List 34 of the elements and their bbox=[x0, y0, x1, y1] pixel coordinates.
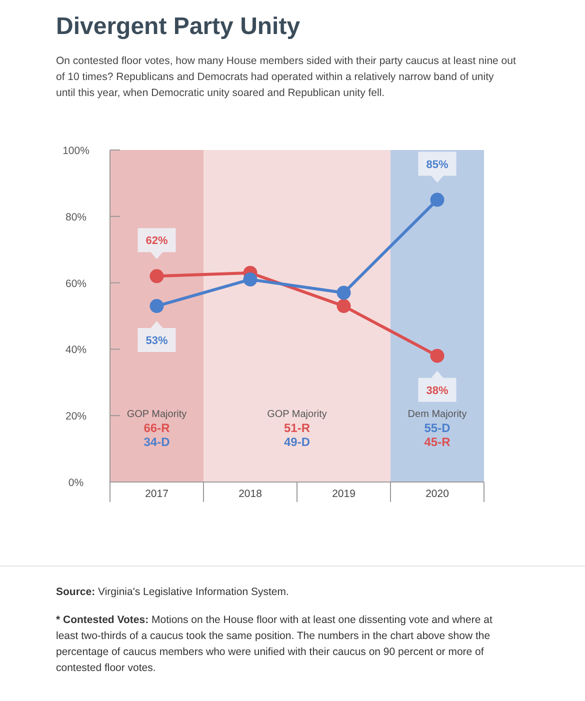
annotation: 45-R bbox=[424, 434, 451, 449]
chart-title: Divergent Party Unity bbox=[56, 13, 301, 40]
data-label: 38% bbox=[426, 384, 448, 397]
point bbox=[336, 299, 351, 314]
annotation: 34-D bbox=[144, 434, 170, 449]
point bbox=[243, 272, 258, 286]
data-label: 85% bbox=[426, 158, 448, 171]
y-tick-label: 20% bbox=[65, 410, 87, 423]
annotation: 49-D bbox=[284, 434, 310, 449]
y-tick-label: 0% bbox=[68, 477, 84, 489]
point bbox=[430, 192, 444, 207]
y-tick-label: 80% bbox=[65, 211, 87, 224]
x-tick-label: 2020 bbox=[426, 488, 450, 500]
band-label: GOP Majority bbox=[267, 408, 327, 420]
annotation: 66-R bbox=[144, 420, 170, 435]
y-tick-label: 100% bbox=[62, 145, 90, 157]
point bbox=[150, 299, 164, 314]
data-label: 62% bbox=[146, 235, 168, 248]
band-label: Dem Majority bbox=[408, 408, 467, 420]
text: * Contested Votes: Motions on the House floor with at least one dissenting vote and where at least two-thirds of a caucus took the same position. The numbers in the chart above show the percentage of caucus members who were unified with their caucus on 90 percent or more of contested floor votes. bbox=[56, 614, 492, 674]
annotation: 51-R bbox=[284, 420, 310, 435]
x-tick-label: 2018 bbox=[238, 488, 262, 500]
source-note: Source: Virginia's Legislative Information System. bbox=[56, 586, 289, 598]
annotation: 55-D bbox=[424, 420, 451, 435]
y-tick-label: 40% bbox=[65, 344, 87, 356]
band-label: GOP Majority bbox=[126, 408, 187, 420]
point bbox=[430, 348, 444, 363]
point bbox=[336, 286, 351, 300]
chart-subtitle: On contested floor votes, how many House members sided with their party caucus at least nine out of 10 times? Republicans and Democrats had operated within a relatively narrow band of unity until this year, when Democratic unity soared and Republican unity fell. bbox=[56, 55, 516, 99]
data-label: 53% bbox=[146, 335, 168, 348]
x-tick-label: 2019 bbox=[332, 488, 356, 500]
x-tick-label: 2017 bbox=[145, 488, 169, 500]
point bbox=[150, 269, 164, 284]
y-tick-label: 60% bbox=[65, 278, 87, 290]
